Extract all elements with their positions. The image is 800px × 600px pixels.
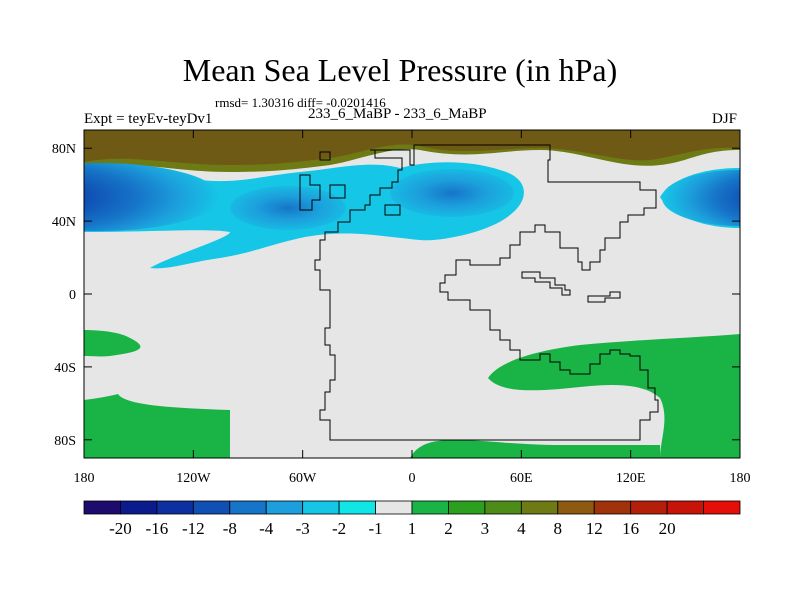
colorbar-label: 8 bbox=[554, 519, 563, 538]
colorbar-label: 2 bbox=[444, 519, 453, 538]
chart-subtitle: 233_6_MaBP - 233_6_MaBP bbox=[308, 106, 487, 122]
x-tick-label: 180 bbox=[74, 471, 95, 486]
colorbar-label: 1 bbox=[408, 519, 417, 538]
island-outline-3 bbox=[384, 204, 401, 216]
continent-outline bbox=[314, 144, 659, 441]
x-tick-label: 60E bbox=[510, 471, 533, 486]
colorbar-swatch bbox=[448, 500, 486, 515]
colorbar-swatch bbox=[666, 500, 704, 515]
colorbar-swatch bbox=[229, 500, 267, 515]
colorbar-label: -16 bbox=[146, 519, 169, 538]
colorbar-label: -2 bbox=[332, 519, 346, 538]
chart-title: Mean Sea Level Pressure (in hPa) bbox=[182, 52, 618, 88]
colorbar-swatch bbox=[375, 500, 413, 515]
colorbar-label: 16 bbox=[622, 519, 639, 538]
colorbar-label: 20 bbox=[659, 519, 676, 538]
y-tick-label: 0 bbox=[69, 288, 76, 303]
colorbar-swatch bbox=[120, 500, 158, 515]
colorbar-label: 12 bbox=[586, 519, 603, 538]
colorbar-swatch bbox=[192, 500, 231, 515]
region-pacific-low-east bbox=[662, 170, 740, 226]
region-south-high-west bbox=[84, 330, 141, 357]
region-south-high-east bbox=[488, 334, 740, 458]
y-tick-label: 40S bbox=[54, 361, 76, 376]
colorbar-swatch bbox=[593, 500, 632, 515]
x-tick-label: 60W bbox=[289, 471, 317, 486]
experiment-label: Expt = teyEv-teyDv1 bbox=[84, 111, 213, 127]
colorbar-label: -20 bbox=[109, 519, 132, 538]
x-tick-label: 120E bbox=[616, 471, 646, 486]
island-outline-1 bbox=[299, 174, 321, 211]
colorbar-label: -3 bbox=[296, 519, 310, 538]
region-atlantic-low bbox=[230, 186, 346, 230]
colorbar-swatch bbox=[156, 500, 194, 515]
colorbar-label: -1 bbox=[368, 519, 382, 538]
island-outline-2 bbox=[329, 184, 346, 199]
season-label: DJF bbox=[712, 111, 738, 127]
rmsd-stats: rmsd= 1.30316 diff= -0.0201416 bbox=[215, 95, 386, 110]
colorbar-swatch bbox=[630, 500, 668, 515]
colorbar-swatch bbox=[83, 500, 121, 515]
y-tick-label: 80S bbox=[54, 434, 76, 449]
colorbar-swatch bbox=[703, 500, 741, 515]
axis-ticks: 180 120W 60W 0 60E 120E 180 80N 40N 0 40S 80S bbox=[52, 130, 751, 486]
colorbar-swatch bbox=[557, 500, 595, 515]
x-tick-label: 0 bbox=[409, 471, 416, 486]
colorbar-swatch bbox=[520, 500, 559, 515]
colorbar-swatch bbox=[484, 500, 522, 515]
region-brown-high bbox=[84, 130, 740, 165]
island-outline-5 bbox=[587, 291, 621, 303]
colorbar-label: -8 bbox=[223, 519, 237, 538]
y-tick-label: 40N bbox=[52, 215, 76, 230]
region-south-high-polar bbox=[410, 440, 660, 458]
region-pacific-low-west bbox=[84, 163, 220, 231]
x-tick-label: 180 bbox=[730, 471, 751, 486]
colorbar-label: 3 bbox=[481, 519, 490, 538]
colorbar-label: -12 bbox=[182, 519, 205, 538]
y-tick-label: 80N bbox=[52, 142, 76, 157]
colorbar-swatch bbox=[302, 500, 340, 515]
contour-field bbox=[84, 130, 740, 458]
x-tick-label: 120W bbox=[176, 471, 211, 486]
region-eurasian-low bbox=[390, 169, 514, 217]
colorbar-label: 4 bbox=[517, 519, 526, 538]
colorbar: -20 -16 -12 -8 -4 -3 -2 -1 1 2 3 4 8 12 16 20 bbox=[83, 500, 741, 538]
colorbar-swatch bbox=[265, 500, 304, 515]
colorbar-label: -4 bbox=[259, 519, 274, 538]
island-outline-4 bbox=[521, 271, 571, 296]
colorbar-swatch bbox=[338, 500, 376, 515]
colorbar-swatch bbox=[411, 500, 449, 515]
region-south-high-west-2 bbox=[84, 394, 230, 458]
